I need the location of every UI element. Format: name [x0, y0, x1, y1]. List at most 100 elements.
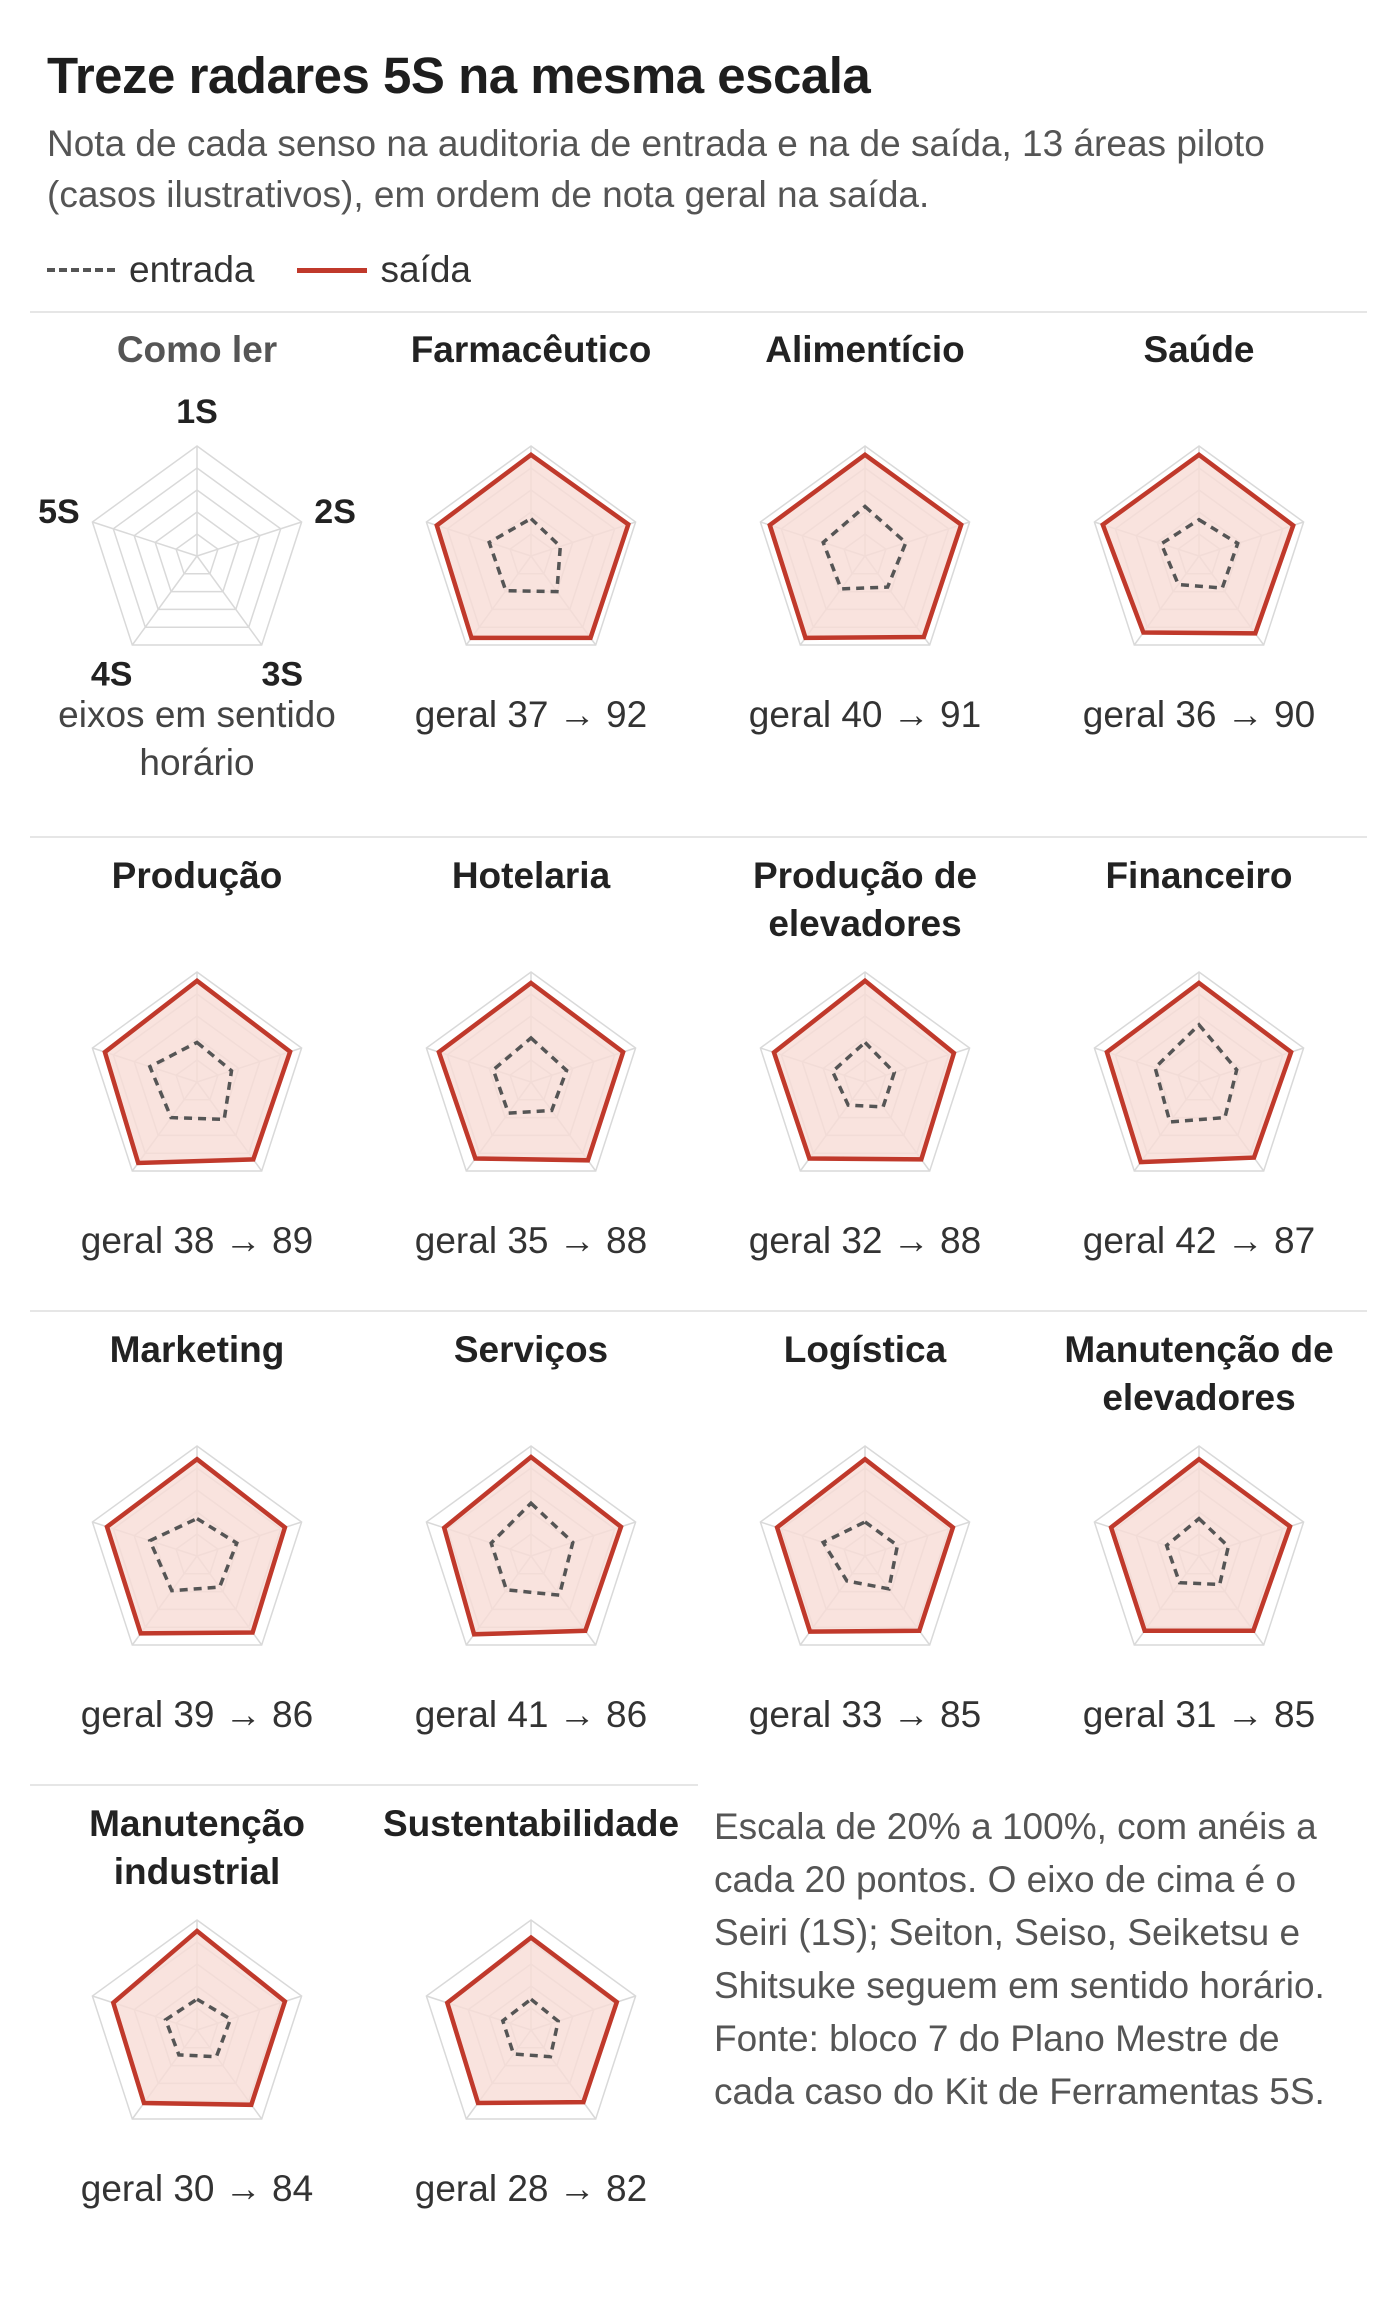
- entrada-polygon: [1153, 1022, 1239, 1124]
- saida-polygon: [774, 1456, 956, 1634]
- grid-spoke: [196, 555, 263, 646]
- axis-label: 3S: [262, 656, 304, 687]
- panel-title: Farmacêutico: [410, 329, 652, 370]
- radar-chart: [425, 1919, 637, 2120]
- radar-panel: Manutenção de elevadores geral 31 → 85: [1032, 1316, 1366, 1836]
- panel-caption: geral 33 → 85: [748, 1694, 982, 1735]
- panel-title: Manutenção industrial: [89, 1803, 305, 1892]
- grid-ring: [425, 971, 637, 1172]
- saida-polygon: [767, 452, 964, 641]
- radar-chart: [425, 1445, 637, 1646]
- panel-caption: geral 31 → 85: [1082, 1694, 1316, 1735]
- radar-panel: Logística geral 33 → 85: [698, 1316, 1032, 1836]
- entrada-polygon: [1164, 1516, 1231, 1587]
- axis-label: 5S: [38, 493, 80, 531]
- grid-spoke: [196, 521, 302, 557]
- radar-chart: [759, 971, 971, 1172]
- radar-panel: Saúde geral 36 → 90: [1032, 316, 1366, 836]
- panel-caption: geral 39 → 86: [80, 1694, 314, 1735]
- saida-polygon: [1100, 452, 1296, 636]
- panel-title: Produção de elevadores: [752, 855, 978, 944]
- grid-ring: [91, 1919, 303, 2120]
- entrada-polygon: [821, 504, 908, 591]
- grid-ring: [1093, 445, 1305, 646]
- grid-ring: [175, 533, 219, 575]
- radar-panel: Hotelaria geral 35 → 88: [364, 842, 698, 1362]
- radar-chart: [759, 1445, 971, 1646]
- radar-chart: [91, 1445, 303, 1646]
- grid-ring: [91, 1445, 303, 1646]
- grid-ring: [759, 445, 971, 646]
- entrada-polygon: [820, 1519, 900, 1591]
- saida-polygon: [1104, 980, 1294, 1165]
- grid-ring: [91, 971, 303, 1172]
- panel-caption: geral 42 → 87: [1082, 1220, 1316, 1261]
- radar-panel: Produção de elevadores geral 32 → 88: [698, 842, 1032, 1362]
- panel-title: Manutenção de elevadores: [1064, 1329, 1334, 1418]
- grid-ring: [91, 445, 303, 646]
- panel-caption: geral 32 → 88: [748, 1220, 982, 1261]
- panel-caption: geral 38 → 89: [80, 1220, 314, 1261]
- grid-ring: [425, 1445, 637, 1646]
- page-title: Treze radares 5S na mesma escala: [47, 47, 871, 104]
- saida-polygon: [436, 980, 626, 1163]
- radar-panel: Manutenção industrial geral 30 → 84: [30, 1790, 364, 2310]
- entrada-polygon: [500, 1996, 561, 2059]
- grid-ring: [112, 467, 282, 628]
- radar-chart: [425, 971, 637, 1172]
- how-to-read-caption: eixos em sentido horário: [58, 694, 336, 783]
- grid-ring: [425, 1919, 637, 2120]
- saida-polygon: [1108, 1456, 1293, 1634]
- grid-ring: [425, 445, 637, 646]
- radar-panel: Marketing geral 39 → 86: [30, 1316, 364, 1836]
- entrada-polygon: [147, 1516, 239, 1593]
- radar-chart: [91, 971, 303, 1172]
- axis-label: 1S: [176, 393, 218, 431]
- grid-ring: [759, 971, 971, 1172]
- divider: [30, 836, 1367, 838]
- grid-ring: [154, 511, 240, 593]
- divider: [30, 1784, 698, 1786]
- how-to-read-radar: 1S 2S 3S 4S 5S: [38, 393, 356, 687]
- saida-polygon: [102, 977, 293, 1166]
- radar-chart: [1093, 445, 1305, 646]
- entrada-polygon: [163, 1997, 233, 2059]
- legend-label-entrada: entrada: [129, 249, 255, 290]
- entrada-polygon: [1159, 517, 1240, 590]
- panel-caption: geral 41 → 86: [414, 1694, 648, 1735]
- panel-title: Marketing: [109, 1329, 285, 1370]
- grid-ring: [759, 1445, 971, 1646]
- panel-title: Sustentabilidade: [382, 1803, 680, 1844]
- radar-panel: Farmacêutico geral 37 → 92: [364, 316, 698, 836]
- entrada-polygon: [491, 1035, 569, 1115]
- panel-title: Financeiro: [1105, 855, 1293, 896]
- legend-swatch-saida: [296, 267, 367, 273]
- grid-ring: [133, 489, 261, 611]
- panel-caption: geral 35 → 88: [414, 1220, 648, 1261]
- entrada-polygon: [489, 1500, 575, 1598]
- panel-caption: geral 36 → 90: [1082, 694, 1316, 735]
- panel-caption: geral 40 → 91: [748, 694, 982, 735]
- divider: [30, 311, 1367, 313]
- legend-swatch-entrada: [47, 268, 115, 272]
- entrada-polygon: [147, 1040, 234, 1122]
- how-to-read-title: Como ler: [116, 329, 278, 370]
- saida-polygon: [434, 452, 631, 641]
- how-to-read-panel: Como ler 1S 2S 3S 4S 5S eixos em sentido hor…: [30, 316, 364, 836]
- panel-title: Saúde: [1143, 329, 1255, 370]
- grid-ring: [1093, 971, 1305, 1172]
- panel-caption: geral 37 → 92: [414, 694, 648, 735]
- radar-panel: Produção geral 38 → 89: [30, 842, 364, 1362]
- saida-polygon: [771, 977, 957, 1162]
- panel-title: Produção: [111, 855, 283, 896]
- panel-title: Hotelaria: [451, 855, 611, 896]
- radar-panel: Alimentício geral 40 → 91: [698, 316, 1032, 836]
- radar-panel: Sustentabilidade geral 28 → 82: [364, 1790, 698, 2310]
- axis-label: 4S: [91, 656, 133, 687]
- entrada-polygon: [830, 1039, 897, 1109]
- legend: entrada saída: [47, 248, 513, 292]
- legend-item-entrada: entrada: [47, 249, 255, 291]
- grid-spoke: [131, 555, 198, 646]
- panel-caption: geral 28 → 82: [414, 2168, 648, 2209]
